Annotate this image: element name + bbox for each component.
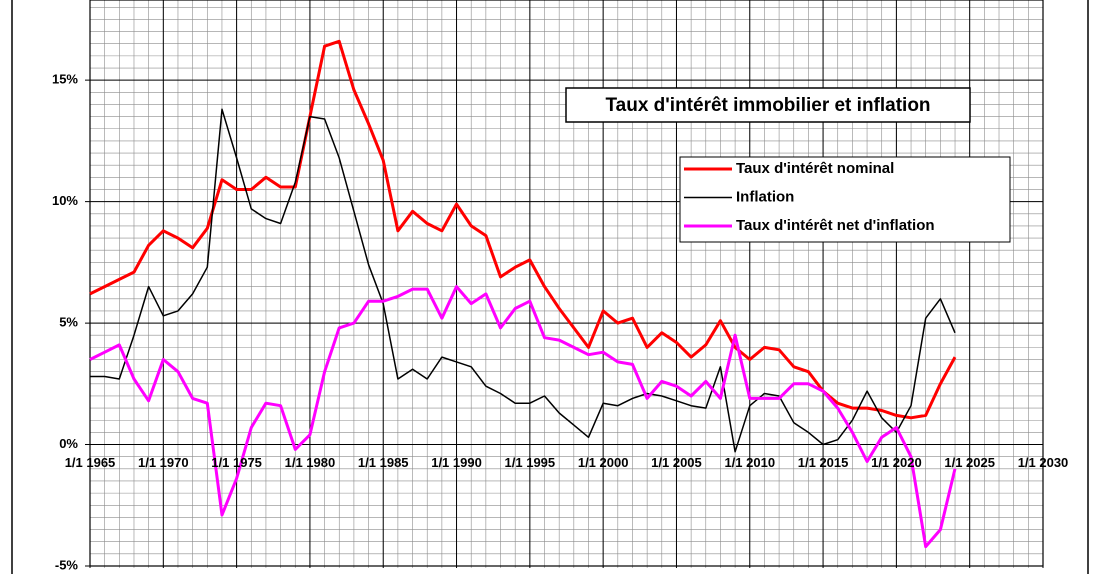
legend-box [679, 156, 1011, 243]
series-lines [89, 39, 957, 549]
grid [85, 0, 1044, 568]
title-box [565, 87, 971, 123]
y-tick-label: 15% [52, 72, 78, 87]
legend: Taux d'intérêt nominal Inflation Taux d'in… [684, 160, 935, 234]
x-tick-label: 1/1 1980 [285, 455, 336, 470]
chart-title: Taux d'intérêt immobilier et inflation [605, 95, 930, 116]
legend-label: Taux d'intérêt nominal [736, 160, 894, 177]
plot-border [89, 0, 1044, 567]
legend-label: Taux d'intérêt net d'inflation [736, 217, 935, 234]
x-tick-label: 1/1 2030 [1018, 455, 1069, 470]
x-tick-label: 1/1 1995 [505, 455, 556, 470]
y-tick-label: -5% [55, 557, 79, 572]
y-tick-label: 5% [59, 315, 78, 330]
x-tick-label: 1/1 1985 [358, 455, 409, 470]
x-tick-label: 1/1 2015 [798, 455, 849, 470]
x-tick-label: 1/1 2025 [944, 455, 995, 470]
series-line [89, 39, 957, 420]
y-tick-label: 10% [52, 193, 78, 208]
tick-labels: -5% 0% 5% 10% 15% 1/1 1965 1/1 1970 1/1 1975 1/1… [52, 72, 1068, 573]
legend-label: Inflation [736, 188, 794, 205]
x-tick-label: 1/1 1990 [431, 455, 482, 470]
series-line [90, 108, 956, 453]
series-line [89, 285, 957, 549]
x-tick-label: 1/1 2010 [724, 455, 775, 470]
x-tick-label: 1/1 1965 [65, 455, 116, 470]
x-tick-label: 1/1 1975 [211, 455, 262, 470]
x-tick-label: 1/1 2000 [578, 455, 629, 470]
x-tick-label: 1/1 2020 [871, 455, 922, 470]
x-tick-label: 1/1 1970 [138, 455, 189, 470]
y-tick-label: 0% [59, 436, 78, 451]
x-tick-label: 1/1 2005 [651, 455, 702, 470]
